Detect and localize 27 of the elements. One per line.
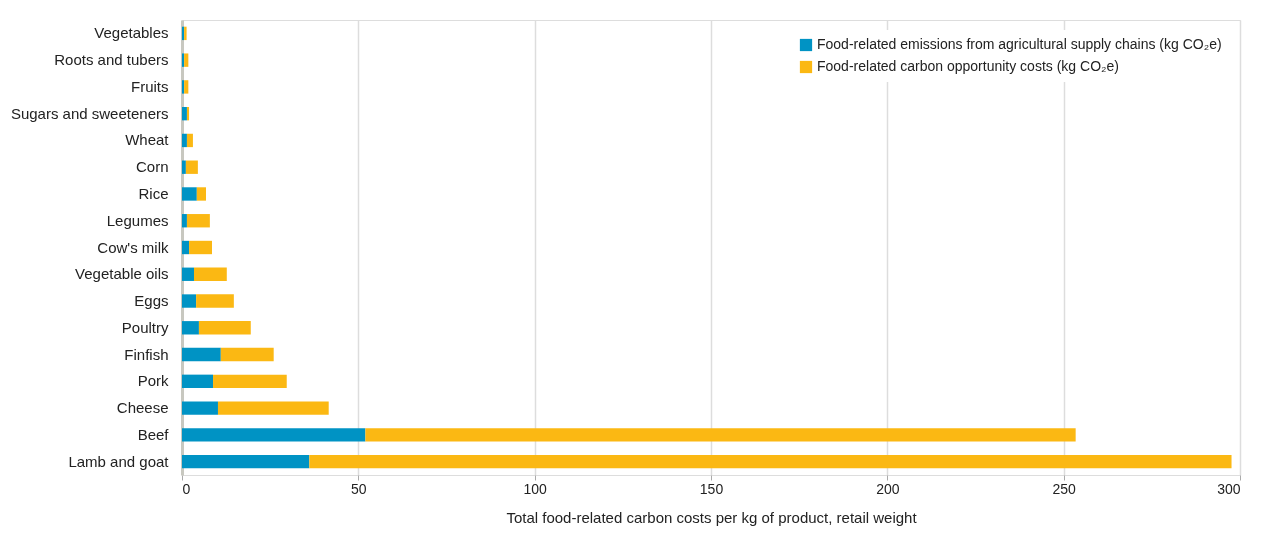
x-tick-label: 300: [1217, 480, 1241, 497]
x-tick-label: 150: [699, 480, 724, 497]
x-tick-label: 0: [182, 480, 191, 497]
y-tick-label: Finfish: [124, 345, 169, 363]
x-tick-label: 100: [523, 480, 548, 497]
y-tick-label: Beef: [137, 425, 170, 443]
y-tick-label: Corn: [135, 158, 169, 176]
y-tick-label: Vegetable oils: [75, 265, 169, 283]
y-tick-label: Legumes: [106, 211, 169, 229]
y-tick-label: Vegetables: [94, 24, 169, 42]
y-tick-label: Sugars and sweeteners: [10, 104, 169, 122]
y-tick-label: Wheat: [125, 131, 170, 149]
y-tick-label: Lamb and goat: [68, 452, 170, 470]
y-tick-label: Eggs: [134, 292, 169, 310]
legend-label: Food-related carbon opportunity costs (kg CO₂e): [817, 58, 1119, 74]
y-tick-label: Roots and tubers: [54, 51, 169, 69]
y-tick-label: Rice: [138, 184, 169, 202]
y-tick-label: Pork: [137, 372, 169, 390]
y-tick-label: Cheese: [116, 399, 169, 417]
legend-label: Food-related emissions from agricultural supply chains (kg CO₂e): [817, 36, 1222, 52]
x-tick-label: 50: [351, 480, 367, 497]
x-axis-title: Total food-related carbon costs per kg of product, retail weight: [506, 508, 918, 526]
x-tick-label: 250: [1052, 480, 1077, 497]
y-tick-label: Fruits: [131, 77, 169, 95]
y-tick-label: Cow's milk: [97, 238, 169, 256]
x-tick-label: 200: [876, 480, 900, 497]
y-tick-label: Poultry: [121, 318, 169, 336]
